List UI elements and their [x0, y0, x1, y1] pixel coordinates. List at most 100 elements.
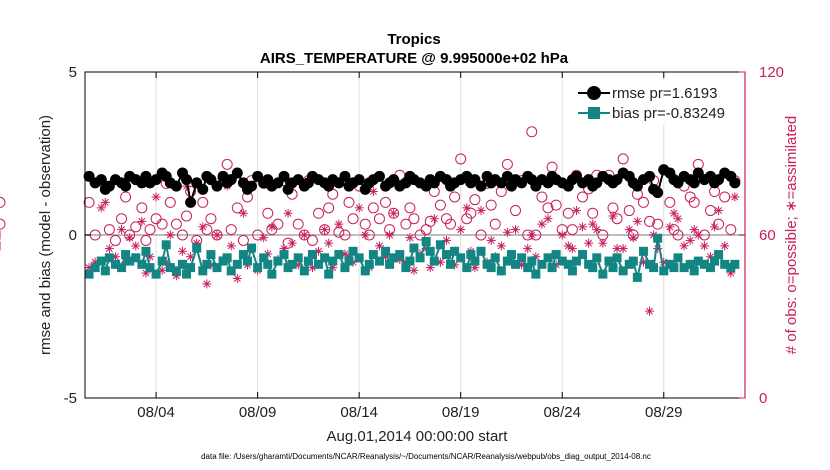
- point-obs-assimilated: [456, 225, 466, 235]
- point-bias: [206, 250, 216, 260]
- point-obs-possible: [400, 218, 412, 230]
- y-tick-label-right: 120: [759, 64, 784, 81]
- point-bias: [571, 256, 581, 266]
- point-bias: [293, 253, 303, 263]
- point-obs-assimilated: [100, 197, 110, 207]
- point-bias: [344, 256, 354, 266]
- point-obs-assimilated: [259, 233, 269, 243]
- point-obs-possible: [197, 196, 209, 208]
- point-bias: [689, 266, 699, 276]
- asterisk-stroke: [132, 242, 140, 250]
- point-obs-possible: [672, 229, 684, 241]
- point-bias: [242, 256, 252, 266]
- point-bias: [161, 240, 171, 250]
- point-obs-assimilated: [131, 241, 141, 251]
- asterisk-stroke: [629, 234, 637, 242]
- point-bias: [328, 256, 338, 266]
- asterisk-stroke: [260, 234, 268, 242]
- point-bias: [198, 266, 208, 276]
- point-bias: [253, 263, 263, 273]
- point-obs-possible: [0, 196, 6, 208]
- point-obs-possible: [644, 215, 656, 227]
- point-obs-assimilated: [511, 225, 521, 235]
- point-bias: [117, 263, 127, 273]
- point-bias: [405, 256, 415, 266]
- asterisk-stroke: [503, 228, 511, 236]
- point-rmse: [644, 170, 656, 182]
- asterisk-stroke: [613, 245, 621, 253]
- point-obs-possible: [611, 213, 623, 225]
- point-obs-possible: [424, 215, 436, 227]
- point-obs-assimilated: [409, 265, 419, 275]
- point-obs-possible: [380, 196, 392, 208]
- point-obs-assimilated: [563, 241, 573, 251]
- point-obs-assimilated: [720, 241, 730, 251]
- point-obs-possible: [485, 199, 497, 211]
- point-obs-possible: [339, 229, 351, 241]
- point-obs-possible: [373, 213, 385, 225]
- point-bias: [348, 246, 358, 256]
- point-obs-possible: [170, 218, 182, 230]
- point-obs-possible: [347, 213, 359, 225]
- point-obs-possible: [201, 224, 213, 236]
- point-obs-possible: [130, 221, 142, 233]
- point-bias: [502, 256, 512, 266]
- y-tick-label-left: 5: [69, 64, 77, 81]
- point-rmse: [339, 170, 351, 182]
- point-obs-assimilated: [502, 227, 512, 237]
- point-obs-possible: [176, 229, 188, 241]
- point-obs-possible: [262, 207, 274, 219]
- point-obs-possible: [404, 202, 416, 214]
- point-bias: [604, 256, 614, 266]
- point-bias: [84, 269, 94, 279]
- point-rmse: [373, 170, 385, 182]
- point-obs-possible: [150, 213, 162, 225]
- point-obs-possible: [140, 234, 152, 246]
- point-obs-possible: [0, 218, 6, 230]
- asterisk-stroke: [585, 239, 593, 247]
- point-bias: [125, 256, 135, 266]
- asterisk-stroke: [646, 307, 654, 315]
- asterisk-stroke: [568, 245, 576, 253]
- point-bias: [669, 263, 679, 273]
- point-obs-possible: [607, 202, 619, 214]
- point-obs-assimilated: [588, 219, 598, 229]
- point-bias: [450, 246, 460, 256]
- point-bias: [446, 259, 456, 269]
- point-obs-possible: [542, 202, 554, 214]
- asterisk-stroke: [721, 242, 729, 250]
- point-obs-possible: [536, 191, 548, 203]
- point-bias: [470, 256, 480, 266]
- point-obs-assimilated: [523, 244, 533, 254]
- point-bias: [531, 269, 541, 279]
- asterisk-stroke: [680, 242, 688, 250]
- point-bias: [360, 266, 370, 276]
- point-bias: [421, 237, 431, 247]
- point-bias: [608, 263, 618, 273]
- point-bias: [628, 256, 638, 266]
- asterisk-stroke: [288, 239, 296, 247]
- chart-subtitle: AIRS_TEMPERATURE @ 9.995000e+02 hPa: [260, 50, 569, 67]
- point-obs-possible: [205, 213, 217, 225]
- point-obs-possible: [526, 126, 538, 138]
- point-bias: [340, 263, 350, 273]
- point-obs-assimilated: [232, 273, 242, 283]
- x-tick-label: 08/09: [239, 404, 277, 421]
- point-obs-possible: [292, 218, 304, 230]
- point-bias: [104, 253, 114, 263]
- point-bias: [649, 263, 659, 273]
- point-obs-possible: [713, 218, 725, 230]
- y-axis-label-left: rmse and bias (model - observation): [37, 115, 54, 355]
- point-bias: [145, 263, 155, 273]
- point-obs-possible: [252, 229, 264, 241]
- point-obs-assimilated: [486, 235, 496, 245]
- asterisk-stroke: [731, 193, 739, 201]
- point-obs-possible: [455, 153, 467, 165]
- point-bias: [314, 259, 324, 269]
- point-obs-possible: [617, 153, 629, 165]
- point-obs-possible: [156, 218, 168, 230]
- point-obs-assimilated: [496, 241, 506, 251]
- asterisk-stroke: [410, 266, 418, 274]
- point-obs-assimilated: [669, 208, 679, 218]
- point-rmse: [475, 180, 487, 192]
